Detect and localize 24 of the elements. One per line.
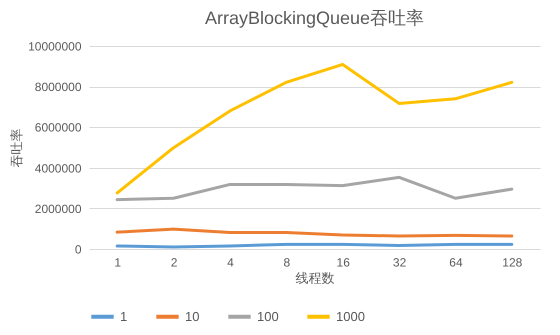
- x-tick-label: 32: [392, 256, 407, 270]
- x-tick-label: 4: [227, 256, 234, 270]
- legend-label: 1000: [336, 308, 365, 324]
- y-tick-label: 2000000: [34, 202, 82, 216]
- line-series: [116, 62, 514, 194]
- x-tick-label: 16: [336, 256, 350, 270]
- legend-label: 100: [257, 308, 279, 324]
- y-tick-label: 0: [74, 242, 82, 256]
- x-tick-label: 1: [114, 256, 122, 270]
- x-tick-label: 2: [170, 256, 178, 270]
- y-axis-title: 吞吐率: [9, 128, 24, 168]
- chart-title: ArrayBlockingQueue吞吐率: [204, 8, 424, 28]
- y-tick-label: 6000000: [34, 120, 82, 135]
- line-series: [116, 176, 514, 202]
- x-tick-label: 64: [449, 256, 463, 270]
- y-tick-label: 4000000: [34, 161, 82, 176]
- x-tick-label: 128: [502, 256, 523, 270]
- legend-label: 10: [185, 308, 200, 324]
- x-tick-label: 8: [283, 256, 290, 270]
- y-tick-label: 8000000: [34, 80, 82, 94]
- x-axis-title: 线程数: [296, 270, 334, 286]
- line-series: [116, 228, 514, 238]
- y-tick-label: 10000000: [28, 40, 82, 54]
- legend-label: 1: [120, 308, 128, 324]
